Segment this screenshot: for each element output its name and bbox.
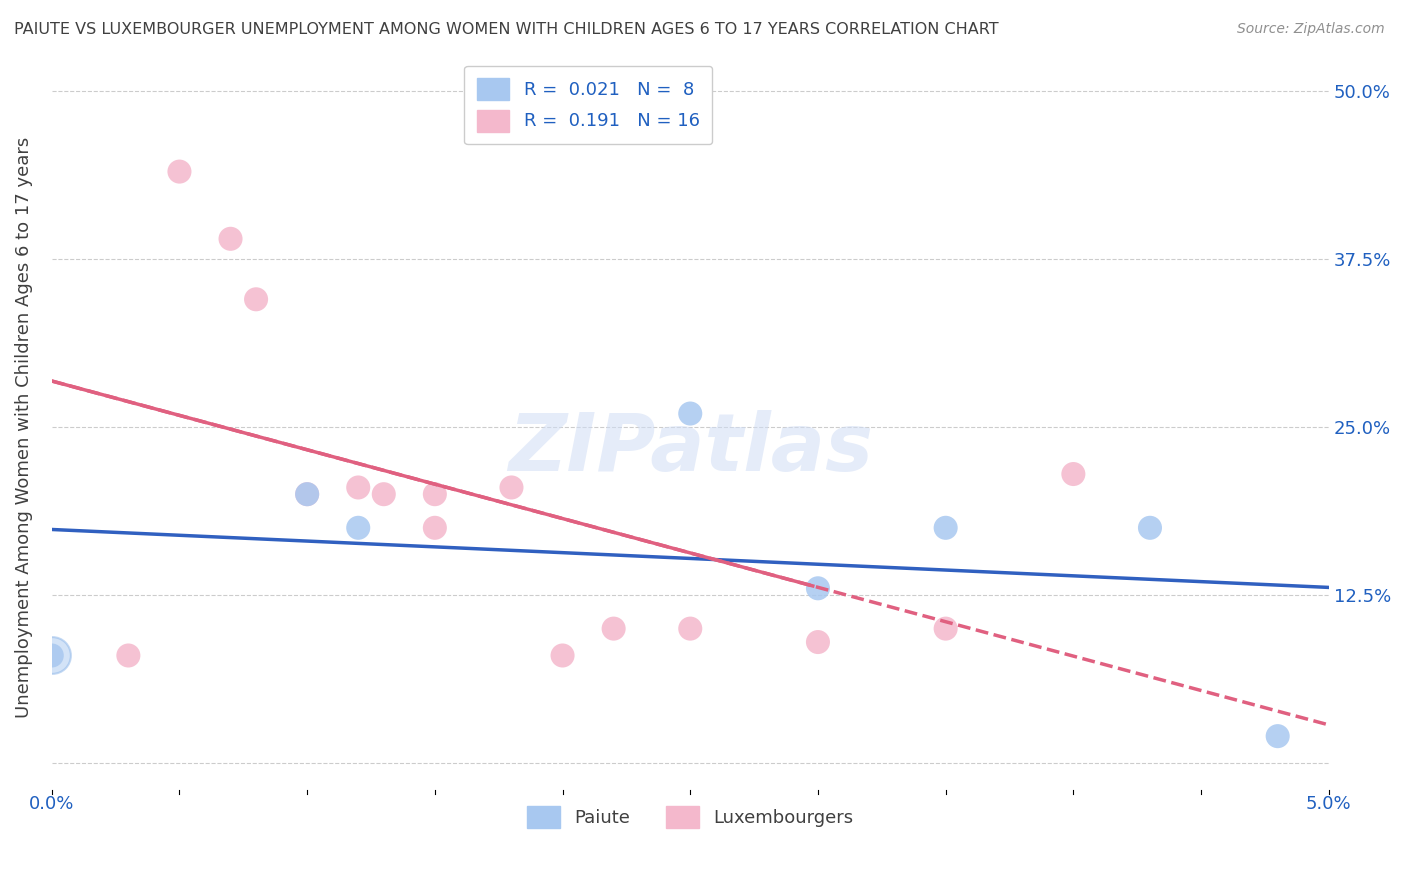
Point [1062,467,1084,481]
Point [41,648,63,663]
Text: ZIPatlas: ZIPatlas [508,409,873,488]
Point [679,622,702,636]
Text: PAIUTE VS LUXEMBOURGER UNEMPLOYMENT AMONG WOMEN WITH CHILDREN AGES 6 TO 17 YEARS: PAIUTE VS LUXEMBOURGER UNEMPLOYMENT AMON… [14,22,998,37]
Point [219,232,242,246]
Point [1267,729,1289,743]
Point [807,582,830,596]
Y-axis label: Unemployment Among Women with Children Ages 6 to 17 years: Unemployment Among Women with Children A… [15,136,32,717]
Point [117,648,139,663]
Point [347,521,370,535]
Point [41,648,63,663]
Point [245,293,267,307]
Point [602,622,624,636]
Point [373,487,395,501]
Point [423,521,446,535]
Text: Source: ZipAtlas.com: Source: ZipAtlas.com [1237,22,1385,37]
Point [295,487,318,501]
Point [807,635,830,649]
Point [679,407,702,421]
Point [347,480,370,494]
Point [551,648,574,663]
Point [295,487,318,501]
Point [935,622,957,636]
Point [501,480,523,494]
Point [1139,521,1161,535]
Point [423,487,446,501]
Point [169,164,191,178]
Legend: Paiute, Luxembourgers: Paiute, Luxembourgers [520,799,860,835]
Point [935,521,957,535]
